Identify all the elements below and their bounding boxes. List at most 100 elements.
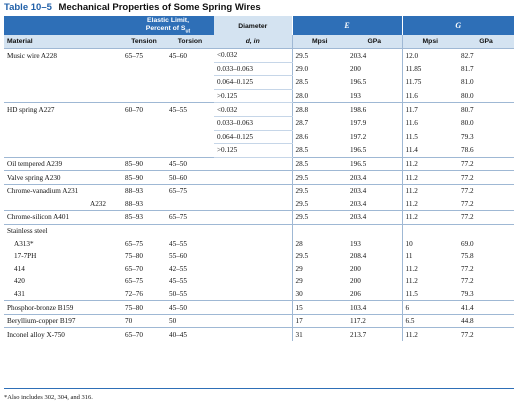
- tension-cell: [122, 223, 166, 238]
- e-mpsi-cell: 29.5: [291, 47, 347, 63]
- table-body: Music wire A228 65–75 45–60 <0.032 29.5 203.4…: [4, 47, 514, 342]
- material-cell: A313*: [14, 239, 34, 248]
- tension-cell: 85–90: [122, 170, 166, 185]
- e-mpsi-cell: 28.5: [291, 156, 347, 171]
- table-row: 420 65–75 45–55 29 200 11.2 77.2: [4, 275, 514, 288]
- diameter-cell: [214, 210, 292, 225]
- e-mpsi-cell: 29.0: [291, 62, 347, 76]
- g-mpsi-cell: 6.5: [401, 313, 458, 328]
- table-row: 17-7PH 75–80 55–60 29.5 208.4 11 75.8: [4, 249, 514, 263]
- e-gpa-cell: 206: [350, 289, 361, 298]
- header-elastic-limit-line2: Percent of Sut: [124, 25, 212, 35]
- diameter-cell: [214, 237, 292, 250]
- table-footnote: *Also includes 302, 304, and 316.: [4, 394, 93, 401]
- e-gpa-cell: 203.4: [347, 170, 402, 185]
- header-torsion: Torsion: [166, 35, 214, 49]
- material-cell: [4, 76, 122, 90]
- header-G-mpsi: Mpsi: [401, 35, 458, 49]
- tension-cell: 70: [122, 313, 166, 328]
- g-gpa-cell: 81.7: [461, 64, 474, 73]
- diameter-cell: [214, 250, 292, 263]
- diameter-cell: 0.064–0.125: [214, 75, 292, 90]
- table-row: 0.064–0.125 28.5 196.5 11.75 81.0: [4, 75, 514, 90]
- table-row: >0.125 28.0 193 11.6 80.0: [4, 89, 514, 104]
- table-row: A313* 65–75 45–55 28 193 10 69.0: [4, 237, 514, 250]
- material-cell: [4, 89, 122, 103]
- diameter-cell: [214, 183, 292, 198]
- g-mpsi-cell: 12.0: [401, 47, 458, 63]
- header-percent-sub: ut: [185, 28, 191, 35]
- e-mpsi-cell: 30: [291, 287, 347, 301]
- table-bottom-rule: [4, 388, 514, 389]
- diameter-cell: 0.033–0.063: [214, 116, 292, 131]
- g-mpsi-cell: 10: [401, 237, 458, 250]
- g-gpa-cell: 81.0: [461, 78, 474, 87]
- tension-cell: [122, 76, 166, 90]
- diameter-cell: [214, 300, 292, 315]
- material-cell: Music wire A228: [4, 47, 122, 63]
- diameter-cell: >0.125: [214, 143, 292, 158]
- g-gpa-cell: 77.2: [458, 327, 514, 342]
- diameter-cell: [214, 262, 292, 275]
- e-gpa-cell: 203.4: [347, 210, 402, 225]
- torsion-cell: 45–55: [169, 239, 187, 248]
- tension-cell: 75–80: [125, 252, 143, 261]
- e-mpsi-cell: 29.5: [291, 249, 347, 263]
- torsion-cell: [166, 197, 214, 210]
- g-mpsi-cell: 6: [401, 300, 458, 315]
- torsion-cell: 45–60: [166, 47, 214, 63]
- header-diameter-unit: d, in: [214, 35, 292, 49]
- e-mpsi-cell: [291, 223, 347, 238]
- torsion-cell: 42–55: [169, 264, 187, 273]
- tension-cell: 72–76: [125, 289, 143, 298]
- material-cell: Phosphor-bronze B159: [4, 300, 122, 315]
- g-mpsi-cell: 11.2: [401, 327, 458, 342]
- e-gpa-cell: 196.5: [347, 156, 402, 171]
- e-gpa-cell: 200: [350, 64, 361, 73]
- torsion-cell: [166, 89, 214, 103]
- e-mpsi-cell: 17: [291, 313, 347, 328]
- diameter-cell: <0.032: [214, 47, 292, 63]
- material-cell: [4, 62, 122, 76]
- e-mpsi-cell: 28.5: [291, 75, 347, 90]
- e-gpa-cell: 193: [350, 239, 361, 248]
- e-mpsi-cell: 15: [291, 300, 347, 315]
- e-gpa-cell: 213.7: [347, 327, 402, 342]
- table-row: 0.064–0.125 28.6 197.2 11.5 79.3: [4, 130, 514, 145]
- tension-cell: 85–90: [122, 156, 166, 171]
- header-diameter: Diameter: [214, 16, 292, 36]
- e-mpsi-cell: 28: [291, 237, 347, 250]
- g-gpa-cell: 77.2: [458, 156, 514, 171]
- g-gpa-cell: 82.7: [458, 47, 514, 63]
- table-caption: Table 10–5 Mechanical Properties of Some…: [4, 2, 261, 13]
- header-row-bottom: Material Tension Torsion d, in Mpsi GPa …: [4, 35, 514, 49]
- e-gpa-cell: 208.4: [350, 252, 367, 261]
- torsion-cell: [166, 144, 214, 158]
- header-material: Material: [4, 35, 122, 49]
- header-tension: Tension: [122, 35, 166, 49]
- table-row: HD spring A227 60–70 45–55 <0.032 28.8 198.6 1…: [4, 102, 514, 117]
- g-gpa-cell: 80.0: [461, 91, 474, 100]
- torsion-cell: 50–60: [166, 170, 214, 185]
- tension-cell: [122, 89, 166, 103]
- tension-cell: 65–75: [125, 277, 143, 286]
- diameter-cell: 0.064–0.125: [214, 130, 292, 145]
- table-row: Stainless steel: [4, 223, 514, 238]
- g-mpsi-cell: 11.2: [401, 275, 458, 288]
- table-row: Valve spring A230 85–90 50–60 29.5 203.4 11.2…: [4, 170, 514, 185]
- e-mpsi-cell: 28.8: [291, 102, 347, 117]
- torsion-cell: [166, 116, 214, 130]
- header-G-gpa: GPa: [458, 35, 514, 49]
- diameter-cell: <0.032: [214, 102, 292, 117]
- g-mpsi-cell: 11.85: [401, 62, 458, 76]
- header-elastic-limit-line1: Elastic Limit,: [147, 17, 189, 24]
- material-cell: HD spring A227: [4, 102, 122, 117]
- e-gpa-cell: 197.2: [350, 132, 367, 141]
- tension-cell: 65–75: [125, 239, 143, 248]
- g-mpsi-cell: 11.2: [401, 210, 458, 225]
- e-gpa-cell: 203.4: [347, 183, 402, 198]
- e-mpsi-cell: 29.5: [291, 183, 347, 198]
- header-diameter-label: Diameter: [238, 23, 268, 31]
- table-row: Phosphor-bronze B159 75–80 45–50 15 103.4 6 41…: [4, 300, 514, 315]
- header-row-top: Elastic Limit, Percent of Sut Diameter E…: [4, 16, 514, 36]
